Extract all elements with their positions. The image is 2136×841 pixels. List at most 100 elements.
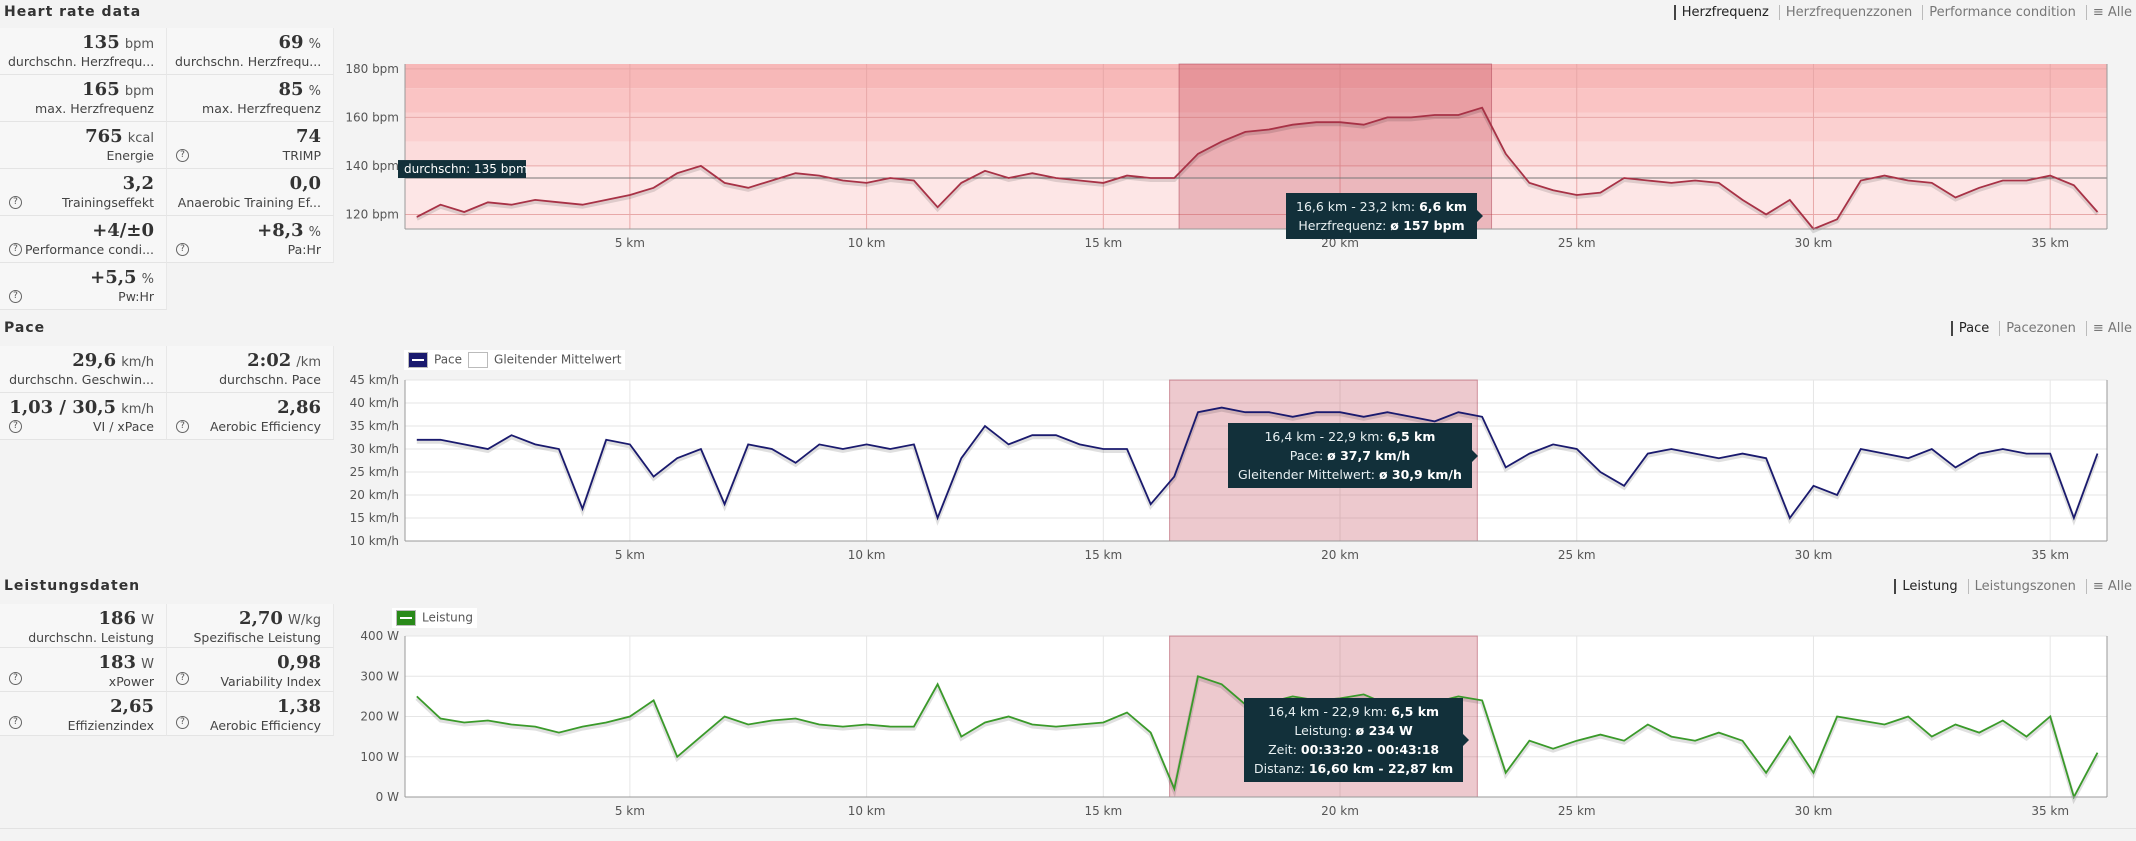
tooltip-label: Pace: bbox=[1289, 448, 1328, 463]
x-tick-label: 5 km bbox=[615, 236, 645, 250]
stat-cell: 135 bpm durchschn. Herzfrequ... bbox=[0, 28, 167, 75]
x-tick-label: 10 km bbox=[848, 804, 886, 818]
tab-alle[interactable]: ≡ Alle bbox=[2085, 5, 2132, 20]
hr-stats-grid: 135 bpm durchschn. Herzfrequ... 69 % durchs… bbox=[0, 28, 334, 310]
y-tick-label: 100 W bbox=[360, 750, 399, 764]
x-tick-label: 5 km bbox=[615, 804, 645, 818]
tab-pacezonen[interactable]: Pacezonen bbox=[1999, 321, 2076, 336]
help-icon[interactable]: ? bbox=[176, 149, 189, 162]
stat-cell: 2,86 Aerobic Efficiency? bbox=[167, 393, 334, 440]
tab-leistung[interactable]: Leistung bbox=[1894, 579, 1958, 594]
tab-leistungszonen[interactable]: Leistungszonen bbox=[1967, 579, 2076, 594]
help-icon[interactable]: ? bbox=[176, 716, 189, 729]
stat-cell: 69 % durchschn. Herzfrequ... bbox=[167, 28, 334, 75]
stat-label: durchschn. Geschwin... bbox=[9, 372, 154, 387]
legend-label: Leistung bbox=[422, 610, 473, 625]
legend-item-moving-average[interactable]: Gleitender Mittelwert bbox=[468, 352, 621, 368]
stat-unit: /km bbox=[296, 355, 321, 370]
stat-label: durchschn. Leistung bbox=[28, 630, 154, 645]
y-tick-label: 160 bpm bbox=[345, 110, 399, 124]
hr-zone-band bbox=[405, 64, 2107, 89]
x-tick-label: 30 km bbox=[1795, 804, 1833, 818]
stat-cell: 29,6 km/h durchschn. Geschwin... bbox=[0, 346, 167, 393]
stat-label: xPower bbox=[108, 674, 154, 689]
stat-label: VI / xPace bbox=[93, 419, 154, 434]
stat-unit: W/kg bbox=[287, 613, 321, 628]
stat-cell: 765 kcal Energie bbox=[0, 122, 167, 169]
stat-cell: +4/±0 Performance condi...? bbox=[0, 216, 167, 263]
hr-zone-band bbox=[405, 165, 2107, 229]
stat-cell: 3,2 Trainingseffekt? bbox=[0, 169, 167, 216]
help-icon[interactable]: ? bbox=[9, 243, 22, 256]
stat-cell: 165 bpm max. Herzfrequenz bbox=[0, 75, 167, 122]
stat-label: Performance condi... bbox=[25, 242, 154, 257]
help-icon[interactable]: ? bbox=[176, 243, 189, 256]
tooltip-distance: 6,5 km bbox=[1391, 704, 1440, 719]
help-icon[interactable]: ? bbox=[176, 420, 189, 433]
y-tick-label: 400 W bbox=[360, 629, 399, 643]
stat-unit: km/h bbox=[121, 402, 154, 417]
x-tick-label: 15 km bbox=[1084, 548, 1122, 562]
legend-swatch-icon bbox=[408, 352, 428, 368]
tooltip-label: Leistung: bbox=[1294, 723, 1356, 738]
stat-value: 0,0 bbox=[289, 173, 321, 194]
tab-alle[interactable]: ≡ Alle bbox=[2085, 321, 2132, 336]
stat-unit: % bbox=[308, 84, 321, 99]
tooltip-label: Zeit: bbox=[1268, 742, 1301, 757]
stat-label: max. Herzfrequenz bbox=[35, 101, 154, 116]
pace-tabs: Pace Pacezonen ≡ Alle bbox=[1950, 321, 2132, 336]
x-tick-label: 30 km bbox=[1795, 548, 1833, 562]
stat-value: +5,5 bbox=[90, 267, 137, 288]
stat-cell: 2,70 W/kg Spezifische Leistung bbox=[167, 604, 334, 648]
stat-value: 186 bbox=[98, 608, 137, 629]
stat-label: Spezifische Leistung bbox=[193, 630, 321, 645]
help-icon[interactable]: ? bbox=[176, 672, 189, 685]
stat-unit: % bbox=[308, 225, 321, 240]
legend-swatch-icon bbox=[396, 610, 416, 626]
tab-herzfrequenz[interactable]: Herzfrequenz bbox=[1673, 5, 1769, 20]
stat-label: Anaerobic Training Ef... bbox=[177, 195, 321, 210]
help-icon[interactable]: ? bbox=[9, 420, 22, 433]
x-tick-label: 35 km bbox=[2031, 236, 2069, 250]
stat-cell: 2,65 Effizienzindex? bbox=[0, 692, 167, 736]
stat-value: +8,3 bbox=[257, 220, 304, 241]
stat-value: 0,98 bbox=[277, 652, 321, 673]
stat-cell: 0,98 Variability Index? bbox=[167, 648, 334, 692]
stat-cell: 74 TRIMP? bbox=[167, 122, 334, 169]
stat-cell: 2:02 /km durchschn. Pace bbox=[167, 346, 334, 393]
tab-herzfrequenzzonen[interactable]: Herzfrequenzzonen bbox=[1778, 5, 1912, 20]
tooltip-value: ø 37,7 km/h bbox=[1327, 448, 1411, 463]
y-tick-label: 45 km/h bbox=[350, 373, 399, 387]
stat-cell: +5,5 % Pw:Hr? bbox=[0, 263, 167, 310]
stat-value: 135 bbox=[82, 32, 120, 53]
stat-label: Energie bbox=[106, 148, 154, 163]
pace-chart[interactable]: 10 km/h 15 km/h 20 km/h 25 km/h 30 km/h 35 km… bbox=[334, 346, 2136, 570]
y-tick-label: 300 W bbox=[360, 669, 399, 683]
stat-label: max. Herzfrequenz bbox=[202, 101, 321, 116]
help-icon[interactable]: ? bbox=[9, 672, 22, 685]
stat-unit: bpm bbox=[124, 37, 154, 52]
x-tick-label: 20 km bbox=[1321, 548, 1359, 562]
power-chart[interactable]: 0 W 100 W 200 W 300 W 400 W 5 km 10 km 15 km 20 … bbox=[334, 604, 2136, 828]
stat-unit: % bbox=[308, 37, 321, 52]
legend-item-power[interactable]: Leistung bbox=[396, 610, 473, 626]
legend-label: Gleitender Mittelwert bbox=[494, 352, 622, 367]
help-icon[interactable]: ? bbox=[9, 196, 22, 209]
x-tick-label: 10 km bbox=[848, 236, 886, 250]
tab-alle[interactable]: ≡ Alle bbox=[2085, 579, 2132, 594]
stat-value: 2,86 bbox=[277, 397, 321, 418]
hr-chart[interactable]: 120 bpm 140 bpm 160 bpm 180 bpm 5 km 10 km 15 … bbox=[334, 28, 2136, 318]
x-tick-label: 15 km bbox=[1084, 804, 1122, 818]
help-icon[interactable]: ? bbox=[9, 716, 22, 729]
x-tick-label: 25 km bbox=[1558, 548, 1596, 562]
legend-item-pace[interactable]: Pace bbox=[408, 352, 462, 368]
stat-value: 3,2 bbox=[122, 173, 154, 194]
tab-performance-condition[interactable]: Performance condition bbox=[1922, 5, 2076, 20]
stat-label: TRIMP bbox=[282, 148, 321, 163]
stat-value: 2,70 bbox=[239, 608, 283, 629]
hr-tabs: Herzfrequenz Herzfrequenzzonen Performan… bbox=[1673, 5, 2132, 20]
tooltip-range: 16,6 km - 23,2 km: bbox=[1296, 199, 1420, 214]
tab-pace[interactable]: Pace bbox=[1950, 321, 1989, 336]
help-icon[interactable]: ? bbox=[9, 290, 22, 303]
